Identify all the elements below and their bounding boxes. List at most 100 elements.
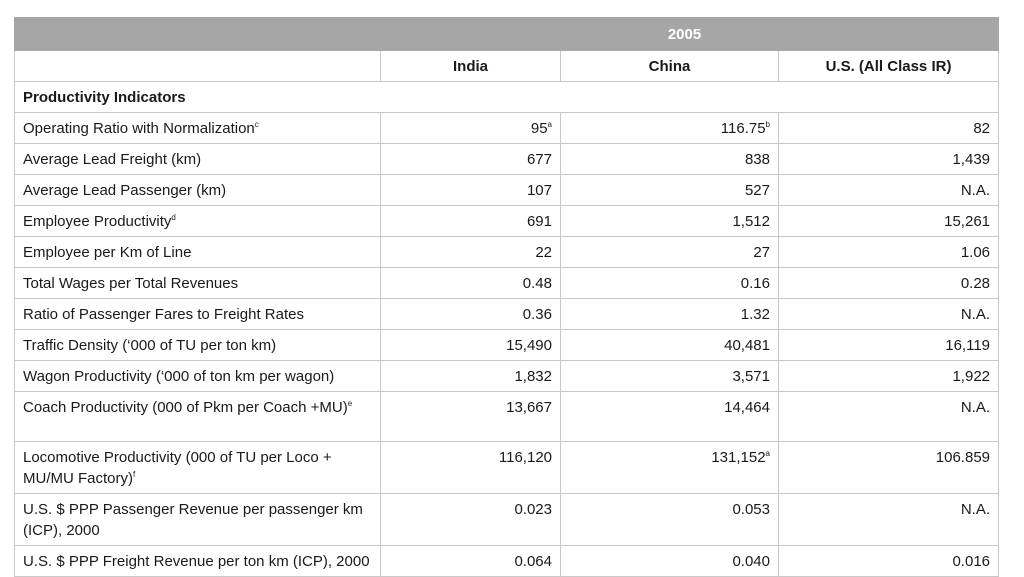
section-header-row: Productivity Indicators <box>13 81 1000 113</box>
cell-value: 0.48 <box>522 275 552 292</box>
cell-india: 22 <box>380 236 561 268</box>
cell-value: 1.06 <box>960 244 991 261</box>
cell-value: 1,439 <box>952 151 991 168</box>
row-label: Employee Productivityd <box>14 205 381 237</box>
row-label: Average Lead Passenger (km) <box>14 174 381 206</box>
cell-china: 3,571 <box>560 360 779 392</box>
row-label: U.S. $ PPP Passenger Revenue per passeng… <box>14 493 381 546</box>
table-row: Total Wages per Total Revenues 0.48 0.16 0.… <box>14 267 1000 299</box>
cell-us: N.A. <box>777 174 1000 206</box>
cell-value: 3,571 <box>732 368 770 385</box>
cell-india: 95a <box>380 112 561 144</box>
table-row: U.S. $ PPP Freight Revenue per ton km (I… <box>14 545 1000 577</box>
row-label: Wagon Productivity (‘000 of ton km per w… <box>14 360 381 392</box>
productivity-table: 2005 India China U.S. (All Class IR) Pro… <box>13 17 1000 577</box>
cell-value: 82 <box>973 120 991 137</box>
cell-value: 838 <box>744 151 770 168</box>
row-label: Coach Productivity (000 of Pkm per Coach… <box>14 391 381 442</box>
row-label: U.S. $ PPP Freight Revenue per ton km (I… <box>14 545 381 577</box>
cell-india: 116,120 <box>380 441 561 494</box>
year-label: 2005 <box>667 25 702 43</box>
column-header-us: U.S. (All Class IR) <box>777 50 1000 82</box>
cell-value: 1,832 <box>514 368 552 385</box>
cell-value: 116.75 <box>720 120 766 137</box>
row-label-text: Average Lead Freight (km) <box>23 151 202 168</box>
cell-china: 1,512 <box>560 205 779 237</box>
table-row: Wagon Productivity (‘000 of ton km per w… <box>14 360 1000 392</box>
cell-value: 677 <box>526 151 552 168</box>
cell-value: 40,481 <box>724 337 770 354</box>
cell-india: 0.48 <box>380 267 561 299</box>
cell-us: 1,922 <box>777 360 1000 392</box>
row-label-text: Wagon Productivity (‘000 of ton km per w… <box>23 368 335 385</box>
cell-value: 691 <box>526 213 552 230</box>
cell-india: 15,490 <box>380 329 561 361</box>
cell-us: N.A. <box>777 298 1000 330</box>
cell-value: 13,667 <box>506 399 552 416</box>
column-header-india: India <box>380 50 561 82</box>
cell-us: 15,261 <box>777 205 1000 237</box>
row-label: Total Wages per Total Revenues <box>14 267 381 299</box>
cell-value: 0.023 <box>514 501 552 518</box>
cell-value: 1.32 <box>740 306 770 323</box>
table-row: Ratio of Passenger Fares to Freight Rate… <box>14 298 1000 330</box>
year-header-row: 2005 <box>14 17 1000 51</box>
cell-india: 107 <box>380 174 561 206</box>
row-label-text: U.S. $ PPP Freight Revenue per ton km (I… <box>23 553 370 570</box>
row-label: Ratio of Passenger Fares to Freight Rate… <box>14 298 381 330</box>
cell-india: 677 <box>380 143 561 175</box>
cell-india: 13,667 <box>380 391 561 442</box>
cell-value: 1,512 <box>732 213 770 230</box>
cell-value: 0.16 <box>740 275 770 292</box>
column-header-china: China <box>560 50 779 82</box>
cell-value: 0.36 <box>522 306 552 323</box>
footnote-marker: c <box>254 120 259 129</box>
row-label: Locomotive Productivity (000 of TU per L… <box>14 441 381 494</box>
cell-india: 0.023 <box>380 493 561 546</box>
footnote-marker: f <box>133 470 136 479</box>
row-label-text: Locomotive Productivity (000 of TU per L… <box>23 449 332 487</box>
cell-value: 131,152 <box>711 449 766 466</box>
cell-us: 16,119 <box>777 329 1000 361</box>
table-row: Employee per Km of Line 22 27 1.06 <box>14 236 1000 268</box>
cell-value: 16,119 <box>945 337 991 354</box>
cell-value: 14,464 <box>724 399 770 416</box>
cell-us: 0.016 <box>777 545 1000 577</box>
cell-china: 116.75b <box>560 112 779 144</box>
cell-value: 15,490 <box>506 337 552 354</box>
row-label-text: Operating Ratio with Normalization <box>23 120 255 137</box>
cell-us: 0.28 <box>777 267 1000 299</box>
row-label-text: Coach Productivity (000 of Pkm per Coach… <box>23 399 348 416</box>
cell-value: N.A. <box>960 399 991 416</box>
cell-india: 0.36 <box>380 298 561 330</box>
cell-value: 1,922 <box>952 368 991 385</box>
row-label: Traffic Density (‘000 of TU per ton km) <box>14 329 381 361</box>
row-label: Operating Ratio with Normalizationc <box>14 112 381 144</box>
cell-india: 1,832 <box>380 360 561 392</box>
footnote-marker: e <box>347 399 353 408</box>
row-label-text: U.S. $ PPP Passenger Revenue per passeng… <box>23 501 363 539</box>
table-row: Traffic Density (‘000 of TU per ton km) 1… <box>14 329 1000 361</box>
cell-value: 0.064 <box>514 553 552 570</box>
cell-china: 527 <box>560 174 779 206</box>
table-row: Locomotive Productivity (000 of TU per L… <box>14 441 1000 494</box>
table-row: Average Lead Passenger (km) 107 527 N.A. <box>14 174 1000 206</box>
row-label-text: Total Wages per Total Revenues <box>23 275 239 292</box>
cell-china: 14,464 <box>560 391 779 442</box>
footnote-marker: b <box>765 120 770 129</box>
cell-china: 40,481 <box>560 329 779 361</box>
cell-value: N.A. <box>960 306 991 323</box>
table-row: Operating Ratio with Normalizationc 95a 11… <box>14 112 1000 144</box>
cell-value: 0.040 <box>732 553 770 570</box>
cell-value: N.A. <box>960 182 991 199</box>
cell-china: 0.053 <box>560 493 779 546</box>
table-row: Coach Productivity (000 of Pkm per Coach… <box>14 391 1000 442</box>
cell-china: 838 <box>560 143 779 175</box>
cell-us: 1,439 <box>777 143 1000 175</box>
section-title: Productivity Indicators <box>13 81 1000 113</box>
cell-value: 0.016 <box>952 553 991 570</box>
cell-china: 0.040 <box>560 545 779 577</box>
cell-china: 0.16 <box>560 267 779 299</box>
cell-value: 27 <box>753 244 770 261</box>
cell-us: 106.859 <box>777 441 1000 494</box>
